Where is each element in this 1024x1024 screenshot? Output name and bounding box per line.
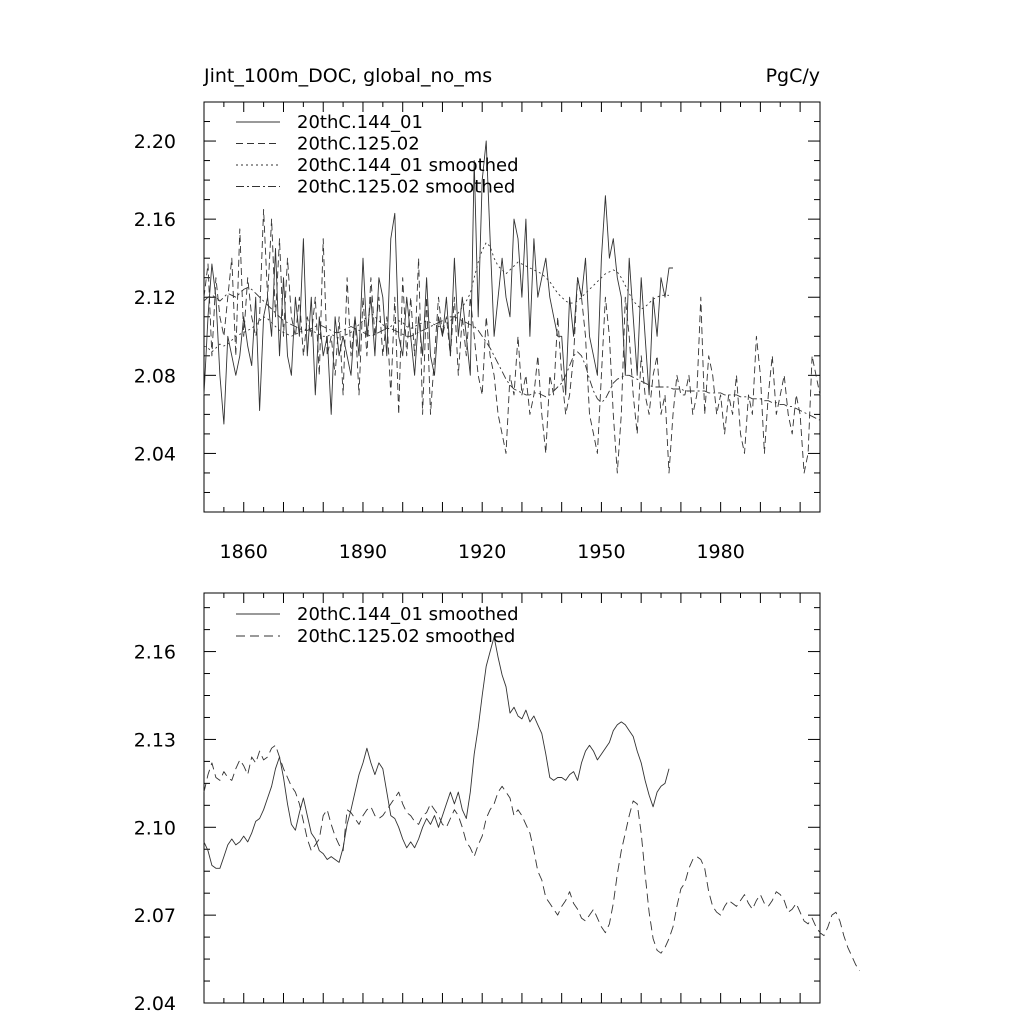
series-line xyxy=(203,636,670,869)
x-tick-label: 1920 xyxy=(458,541,506,563)
y-tick-label: 2.12 xyxy=(134,287,176,309)
x-tick-label: 1950 xyxy=(577,541,625,563)
x-tick-label: 1860 xyxy=(220,541,268,563)
legend-label: 20thC.125.02 xyxy=(297,134,420,155)
y-tick-label: 2.13 xyxy=(134,729,176,751)
y-tick-label: 2.08 xyxy=(134,365,176,387)
y-tick-label: 2.16 xyxy=(134,642,176,664)
top-panel: 1860 1890 1920 1950 1980 2.04 2.08 2.12 2.16 2.20… xyxy=(134,101,821,563)
bottom-plot-frame xyxy=(203,592,821,1004)
series-line xyxy=(203,287,821,421)
series-line xyxy=(203,744,861,972)
legend-label: 20thC.125.02 smoothed xyxy=(297,177,515,198)
units-label: PgC/y xyxy=(766,65,820,87)
plot-title: Jint_100m_DOC, global_no_ms xyxy=(203,65,492,87)
y-tick-label: 2.10 xyxy=(134,817,176,839)
series-line xyxy=(203,208,821,474)
legend-label: 20thC.144_01 smoothed xyxy=(297,604,519,625)
y-tick-label: 2.16 xyxy=(134,209,176,231)
bottom-ticks: 2.04 2.07 2.10 2.13 2.16 xyxy=(134,593,821,1015)
x-tick-label: 1980 xyxy=(696,541,744,563)
y-tick-label: 2.04 xyxy=(134,993,176,1015)
x-tick-label: 1890 xyxy=(339,541,387,563)
bottom-panel: 2.04 2.07 2.10 2.13 2.16 20thC.144_01 smooth… xyxy=(134,592,861,1015)
y-tick-label: 2.20 xyxy=(134,131,176,153)
y-tick-label: 2.04 xyxy=(134,443,176,465)
legend-label: 20thC.144_01 smoothed xyxy=(297,155,519,176)
legend-label: 20thC.125.02 smoothed xyxy=(297,626,515,647)
top-ticks: 1860 1890 1920 1950 1980 2.04 2.08 2.12 2.16 2.20 xyxy=(134,101,821,563)
bottom-series xyxy=(203,636,861,972)
top-series xyxy=(203,140,821,474)
top-plot-frame xyxy=(203,101,821,513)
y-tick-label: 2.07 xyxy=(134,905,176,927)
legend-label: 20thC.144_01 xyxy=(297,112,423,133)
